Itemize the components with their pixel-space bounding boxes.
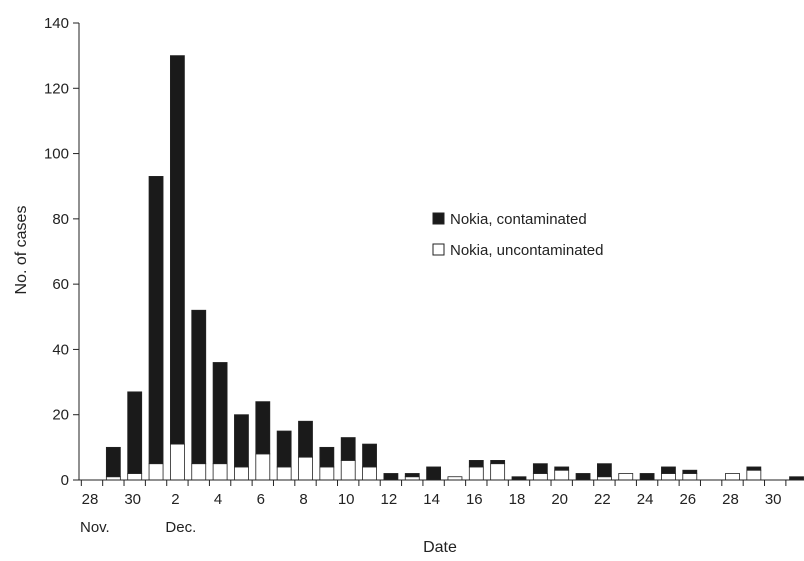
y-tick-label: 120 — [44, 80, 69, 97]
bar-contaminated — [468, 460, 484, 468]
bar-contaminated — [340, 437, 356, 461]
legend-swatch — [432, 212, 445, 225]
bar-contaminated — [148, 176, 164, 465]
bar-uncontaminated — [532, 473, 548, 481]
bar-uncontaminated — [682, 473, 698, 481]
bar-contaminated — [169, 55, 185, 445]
bar-uncontaminated — [169, 443, 185, 481]
bar-uncontaminated — [661, 473, 676, 481]
bar-contaminated — [532, 463, 548, 474]
bar-contaminated — [490, 460, 506, 465]
y-tick-label: 20 — [52, 407, 69, 424]
bar-uncontaminated — [212, 463, 228, 481]
bar-contaminated — [276, 430, 292, 468]
x-tick-label: 28 — [722, 491, 739, 508]
x-tick-label: 18 — [509, 491, 526, 508]
bar-contaminated — [127, 391, 143, 474]
bar-uncontaminated — [255, 453, 271, 481]
x-tick-label: 10 — [338, 491, 355, 508]
bar-uncontaminated — [725, 473, 740, 481]
bar-uncontaminated — [468, 466, 484, 481]
x-axis-title: Date — [423, 539, 457, 556]
bar-uncontaminated — [618, 473, 634, 481]
legend: Nokia, contaminated Nokia, uncontaminated — [432, 211, 603, 259]
bar-contaminated — [426, 466, 442, 481]
bar-uncontaminated — [554, 469, 570, 481]
bar-uncontaminated — [490, 463, 506, 481]
bar-contaminated — [639, 473, 655, 481]
y-axis-title: No. of cases — [13, 206, 30, 295]
y-tick-label: 40 — [52, 341, 69, 358]
bar-contaminated — [554, 466, 570, 471]
x-tick-label: 16 — [466, 491, 483, 508]
month-label: Dec. — [165, 519, 196, 536]
bar-contaminated — [682, 469, 698, 474]
bar-contaminated — [191, 309, 207, 465]
x-tick-label: 26 — [679, 491, 696, 508]
bar-uncontaminated — [191, 463, 207, 481]
x-tick-label: 24 — [637, 491, 654, 508]
bar-uncontaminated — [340, 460, 356, 481]
bar-contaminated — [362, 443, 377, 468]
legend-swatch — [432, 243, 445, 256]
y-tick-label: 0 — [61, 472, 69, 489]
bar-contaminated — [105, 446, 121, 478]
x-tick-label: 20 — [551, 491, 568, 508]
bar-contaminated — [255, 401, 271, 455]
bar-contaminated — [404, 473, 420, 478]
bar-uncontaminated — [276, 466, 292, 481]
bar-contaminated — [212, 362, 228, 465]
x-tick-label: 14 — [423, 491, 440, 508]
month-label: Nov. — [80, 519, 110, 536]
bar-uncontaminated — [319, 466, 335, 481]
bar-contaminated — [597, 463, 612, 478]
bar-uncontaminated — [234, 466, 249, 481]
x-tick-label: 30 — [124, 491, 141, 508]
y-tick-label: 100 — [44, 146, 69, 163]
bar-contaminated — [383, 473, 399, 481]
x-tick-label: 12 — [381, 491, 398, 508]
y-tick-label: 140 — [44, 15, 69, 32]
legend-label: Nokia, uncontaminated — [450, 242, 603, 259]
y-axis: 0 20 40 60 80 100 120 140 — [44, 15, 80, 489]
bar-contaminated — [298, 420, 313, 458]
legend-label: Nokia, contaminated — [450, 211, 587, 228]
bar-uncontaminated — [127, 473, 143, 481]
y-tick-label: 60 — [52, 276, 69, 293]
bar-uncontaminated — [746, 469, 762, 481]
bar-uncontaminated — [362, 466, 377, 481]
x-tick-label: 2 — [171, 491, 179, 508]
bar-uncontaminated — [298, 456, 313, 481]
x-tick-label: 30 — [765, 491, 782, 508]
bar-uncontaminated — [148, 463, 164, 481]
x-tick-label: 22 — [594, 491, 611, 508]
y-tick-label: 80 — [52, 211, 69, 228]
bar-contaminated — [234, 414, 249, 468]
bar-contaminated — [746, 466, 762, 471]
bar-contaminated — [319, 446, 335, 468]
bar-contaminated — [661, 466, 676, 474]
x-tick-label: 4 — [214, 491, 222, 508]
x-tick-label: 28 — [82, 491, 99, 508]
x-tick-label: 8 — [299, 491, 307, 508]
x-tick-label: 6 — [257, 491, 265, 508]
bars — [105, 55, 804, 481]
bar-contaminated — [575, 473, 591, 481]
